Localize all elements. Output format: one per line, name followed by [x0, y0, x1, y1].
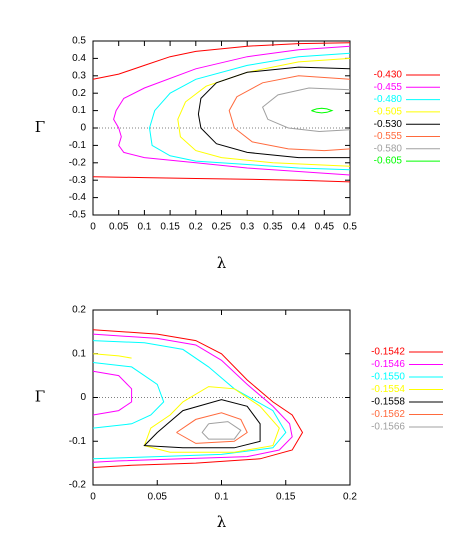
y-tick-label: -0.3 — [69, 175, 87, 186]
contour-line — [311, 107, 334, 114]
legend-label: -0.480 — [374, 94, 403, 105]
legend-label: -0.505 — [374, 107, 403, 118]
contour-line — [177, 57, 351, 167]
x-tick-label: 0.35 — [263, 222, 283, 233]
y-tick-label: 0.2 — [72, 305, 86, 316]
legend-label: -0.1558 — [371, 397, 405, 408]
x-tick-label: 0 — [90, 492, 96, 503]
y-tick-label: 0.2 — [72, 88, 86, 99]
contour-line — [176, 412, 248, 444]
legend-label: -0.605 — [374, 156, 403, 167]
y-tick-label: -0.2 — [69, 480, 87, 491]
x-axis-label: λ — [217, 513, 227, 531]
y-tick-label: -0.1 — [69, 140, 87, 151]
x-tick-label: 0.45 — [315, 222, 335, 233]
x-tick-label: 0.2 — [189, 222, 203, 233]
contour-line — [113, 45, 351, 176]
legend-label: -0.455 — [374, 82, 403, 93]
legend-label: -0.1566 — [371, 422, 405, 433]
legend-label: -0.530 — [374, 119, 403, 130]
legend-label: -0.555 — [374, 131, 403, 142]
legend-label: -0.580 — [374, 143, 403, 154]
contour-line — [201, 421, 242, 440]
contour-line — [228, 75, 351, 152]
legend-label: -0.430 — [374, 70, 403, 81]
contour-line — [92, 340, 287, 460]
legend-label: -0.1550 — [371, 372, 405, 383]
x-tick-label: 0.1 — [137, 222, 151, 233]
x-tick-label: 0 — [90, 222, 96, 233]
x-axis-label: λ — [217, 254, 227, 272]
y-tick-label: -0.4 — [69, 192, 87, 203]
x-tick-label: 0.25 — [212, 222, 232, 233]
legend-label: -0.1542 — [371, 347, 405, 358]
x-tick-label: 0.05 — [148, 492, 168, 503]
y-tick-label: 0.4 — [72, 53, 86, 64]
x-tick-label: 0.4 — [292, 222, 306, 233]
y-tick-label: 0 — [80, 123, 86, 134]
y-axis-label: Γ — [35, 118, 45, 136]
y-tick-label: -0.2 — [69, 157, 87, 168]
x-tick-label: 0.3 — [240, 222, 254, 233]
x-tick-label: 0.15 — [160, 222, 180, 233]
y-tick-label: 0 — [80, 392, 86, 403]
contour-line — [92, 333, 293, 463]
contour-line — [261, 87, 351, 133]
y-tick-label: -0.1 — [69, 436, 87, 447]
x-tick-label: 0.1 — [215, 492, 229, 503]
legend-label: -0.1562 — [371, 409, 405, 420]
contour-line — [92, 353, 280, 453]
y-tick-label: 0.5 — [72, 36, 86, 47]
legend-label: -0.1546 — [371, 359, 405, 370]
legend-label: -0.1554 — [371, 384, 405, 395]
y-tick-label: 0.1 — [72, 105, 86, 116]
contour-line — [92, 329, 304, 468]
contour-line — [143, 399, 261, 449]
y-axis-label: Γ — [35, 388, 45, 406]
contour-line — [197, 66, 351, 159]
y-tick-label: 0.3 — [72, 70, 86, 81]
contour-line — [148, 52, 351, 171]
contour-line — [92, 42, 351, 183]
x-tick-label: 0.15 — [276, 492, 296, 503]
y-tick-label: -0.5 — [69, 210, 87, 221]
x-tick-label: 0.5 — [343, 222, 357, 233]
x-tick-label: 0.05 — [109, 222, 129, 233]
y-tick-label: 0.1 — [72, 348, 86, 359]
x-tick-label: 0.2 — [343, 492, 357, 503]
